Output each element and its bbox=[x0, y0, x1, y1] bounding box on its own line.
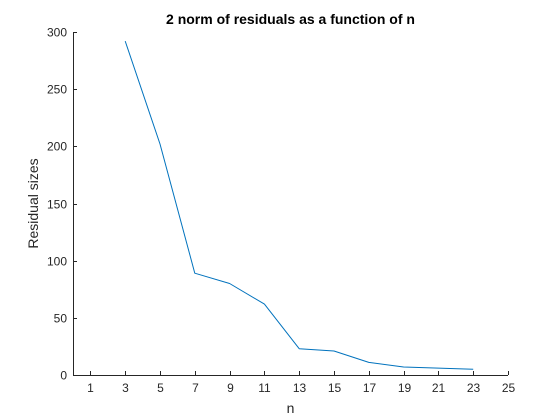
x-tick-label: 21 bbox=[432, 381, 446, 395]
x-tick-label: 7 bbox=[192, 381, 199, 395]
y-tick-label: 50 bbox=[54, 312, 68, 326]
x-tick-label: 23 bbox=[467, 381, 481, 395]
y-tick-label: 0 bbox=[60, 369, 67, 383]
y-tick-label: 150 bbox=[47, 198, 67, 212]
chart-title: 2 norm of residuals as a function of n bbox=[166, 11, 415, 27]
y-axis-ticks: 0 50 100 150 200 250 300 bbox=[47, 26, 77, 383]
plot-axes bbox=[73, 32, 508, 376]
x-tick-label: 13 bbox=[293, 381, 307, 395]
x-axis-ticks: 1 3 5 7 9 11 13 15 17 19 21 23 25 bbox=[87, 371, 515, 395]
x-tick-label: 9 bbox=[227, 381, 234, 395]
y-tick-label: 300 bbox=[47, 26, 67, 40]
y-axis-label: Residual sizes bbox=[25, 158, 41, 248]
x-axis-label: n bbox=[287, 400, 295, 416]
y-tick-label: 100 bbox=[47, 255, 67, 269]
x-tick-label: 19 bbox=[398, 381, 412, 395]
x-tick-label: 1 bbox=[87, 381, 94, 395]
x-tick-label: 11 bbox=[258, 381, 271, 395]
series-line-1 bbox=[124, 40, 474, 370]
y-tick-label: 250 bbox=[47, 83, 67, 97]
x-tick-label: 15 bbox=[328, 381, 342, 395]
x-tick-label: 3 bbox=[122, 381, 129, 395]
x-tick-label: 25 bbox=[502, 381, 516, 395]
x-tick-label: 17 bbox=[363, 381, 377, 395]
y-tick-label: 200 bbox=[47, 140, 67, 154]
series-layer bbox=[124, 40, 474, 370]
x-tick-label: 5 bbox=[157, 381, 164, 395]
